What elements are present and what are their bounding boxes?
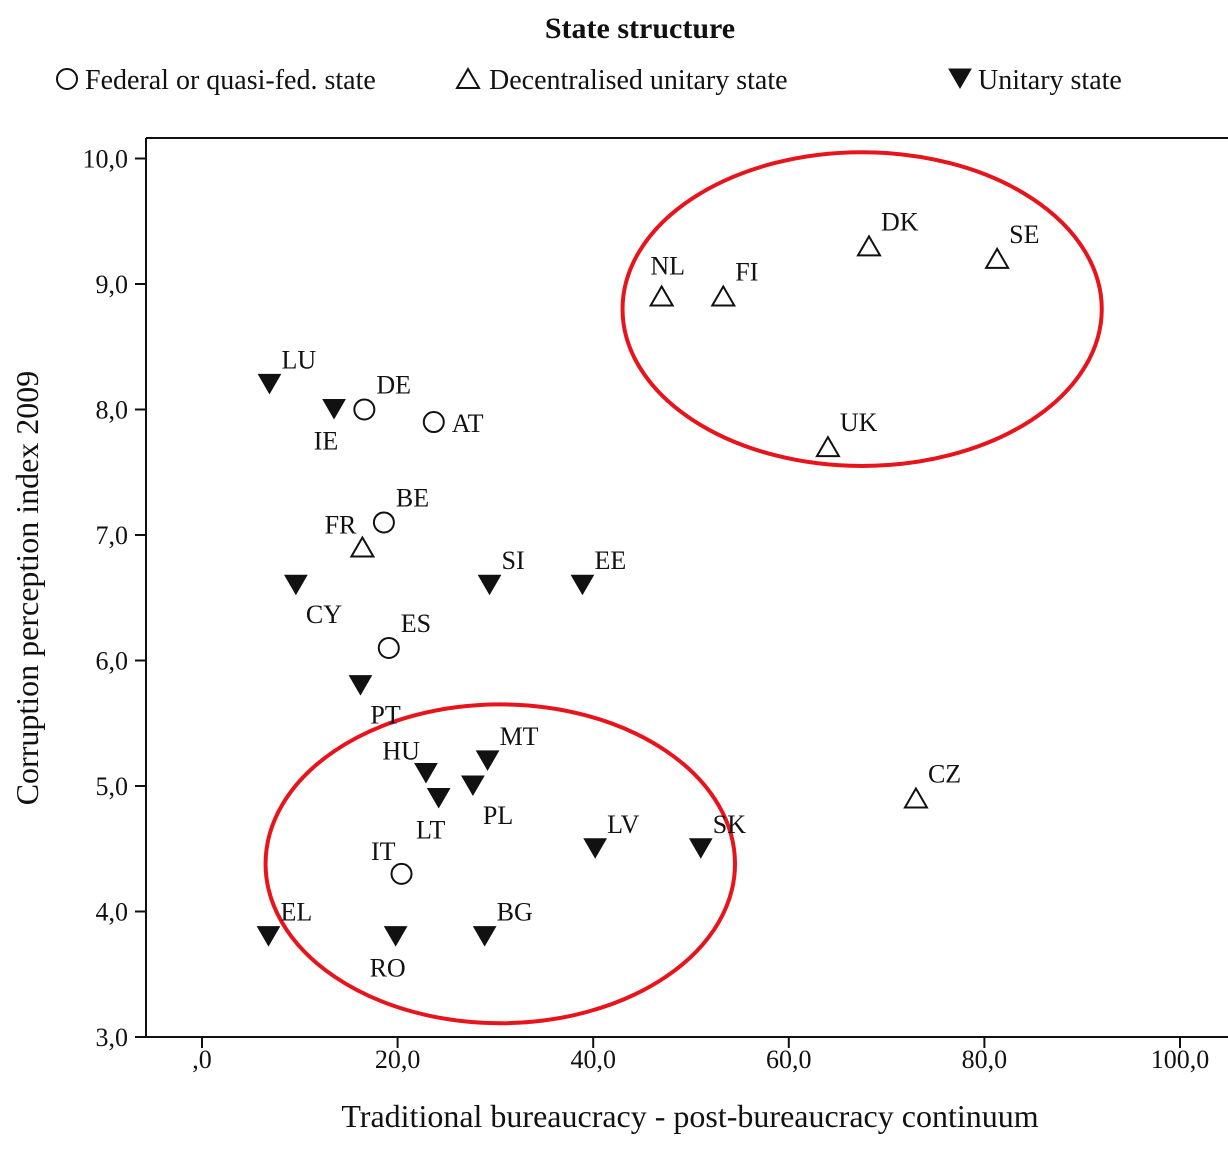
point-label-ie: IE xyxy=(314,427,339,456)
data-point-lu xyxy=(257,373,282,395)
data-point-ie xyxy=(322,399,346,420)
y-tick-label: 4,0 xyxy=(96,898,129,927)
point-label-lv: LV xyxy=(607,810,639,839)
legend-marker-federal xyxy=(56,68,78,90)
annotations xyxy=(263,150,1104,1026)
point-label-hu: HU xyxy=(382,736,420,765)
data-point-nl xyxy=(648,284,675,307)
data-point-ro xyxy=(383,926,408,947)
x-tick-label: 80,0 xyxy=(962,1045,1008,1074)
legend: Federal or quasi-fed. state Decentralised… xyxy=(56,65,1122,96)
data-point-sk xyxy=(688,838,713,859)
point-label-es: ES xyxy=(401,609,431,638)
y-ticks: 3,0 4,0 5,0 6,0 7,0 8,0 9,0 10,0 xyxy=(83,145,146,1052)
data-point-cz xyxy=(903,786,929,809)
point-labels: DK SE NL FI UK FR CZ DE AT BE ES IT LU IE CY SI EE PT MT HU… xyxy=(281,207,1040,982)
point-label-pl: PL xyxy=(483,801,513,830)
y-tick-label: 6,0 xyxy=(96,647,129,676)
point-label-fi: FI xyxy=(735,258,758,287)
x-tick-label: 100,0 xyxy=(1151,1045,1210,1074)
highlight-ellipse-1 xyxy=(620,150,1104,468)
point-label-ee: EE xyxy=(594,546,626,575)
point-label-uk: UK xyxy=(840,408,878,437)
y-tick-label: 7,0 xyxy=(96,521,129,550)
data-point-de xyxy=(353,398,376,421)
data-point-it xyxy=(390,862,413,885)
x-ticks: ,0 20,0 40,0 60,0 80,0 100,0 xyxy=(192,1037,1209,1074)
x-tick-label: ,0 xyxy=(192,1045,212,1074)
y-tick-label: 8,0 xyxy=(96,396,129,425)
point-label-lu: LU xyxy=(281,345,316,374)
data-point-lt xyxy=(426,788,451,809)
y-tick-label: 5,0 xyxy=(96,772,129,801)
point-label-mt: MT xyxy=(500,722,539,751)
point-label-dk: DK xyxy=(881,207,919,236)
legend-item-federal: Federal or quasi-fed. state xyxy=(56,65,376,96)
y-tick-label: 9,0 xyxy=(96,270,129,299)
data-point-si xyxy=(477,574,502,596)
point-label-de: DE xyxy=(376,371,411,400)
point-label-si: SI xyxy=(502,546,525,575)
point-label-sk: SK xyxy=(713,810,746,839)
point-label-cy: CY xyxy=(306,600,342,629)
data-point-mt xyxy=(475,750,500,771)
x-tick-label: 40,0 xyxy=(570,1045,616,1074)
point-label-at: AT xyxy=(452,409,484,438)
x-tick-label: 60,0 xyxy=(766,1045,812,1074)
point-label-cz: CZ xyxy=(928,760,961,789)
legend-marker-unitary xyxy=(948,68,972,89)
point-label-bg: BG xyxy=(497,898,533,927)
data-point-dk xyxy=(856,234,882,257)
data-point-lv xyxy=(583,838,608,859)
legend-item-unitary: Unitary state xyxy=(948,65,1122,96)
point-label-ro: RO xyxy=(370,954,406,983)
point-label-be: BE xyxy=(396,483,429,512)
x-axis-label: Traditional bureaucracy - post-bureaucra… xyxy=(341,1098,1038,1134)
data-point-pt xyxy=(348,675,373,696)
plot-area xyxy=(145,137,1228,1038)
legend-marker-decentralised xyxy=(455,67,481,89)
data-point-fi xyxy=(710,284,737,307)
data-point-se xyxy=(984,246,1010,269)
data-point-be xyxy=(372,511,395,534)
point-label-lt: LT xyxy=(416,816,445,845)
point-label-se: SE xyxy=(1009,220,1039,249)
y-tick-label: 3,0 xyxy=(96,1023,129,1052)
y-tick-label: 10,0 xyxy=(83,145,129,174)
data-point-el xyxy=(256,926,281,947)
legend-label-decentralised: Decentralised unitary state xyxy=(489,65,788,96)
data-points xyxy=(256,234,1010,947)
point-label-pt: PT xyxy=(370,701,400,730)
x-tick-label: 20,0 xyxy=(375,1045,421,1074)
highlight-ellipse-2 xyxy=(263,702,738,1026)
data-point-ee xyxy=(570,574,595,596)
data-point-uk xyxy=(815,435,841,458)
point-label-el: EL xyxy=(281,898,313,927)
legend-item-decentralised: Decentralised unitary state xyxy=(455,65,788,96)
legend-label-unitary: Unitary state xyxy=(978,65,1122,96)
point-label-it: IT xyxy=(371,837,396,866)
data-point-hu xyxy=(414,762,438,784)
data-point-pl xyxy=(461,775,485,796)
data-point-cy xyxy=(284,574,308,596)
data-point-es xyxy=(377,636,400,659)
data-point-bg xyxy=(472,926,497,947)
chart-title: State structure xyxy=(545,12,735,45)
legend-label-federal: Federal or quasi-fed. state xyxy=(85,65,376,96)
y-axis-label: Corruption perception index 2009 xyxy=(9,371,45,806)
data-point-at xyxy=(422,411,445,434)
data-point-fr xyxy=(349,535,376,558)
point-label-nl: NL xyxy=(650,252,685,281)
point-label-fr: FR xyxy=(325,511,357,540)
